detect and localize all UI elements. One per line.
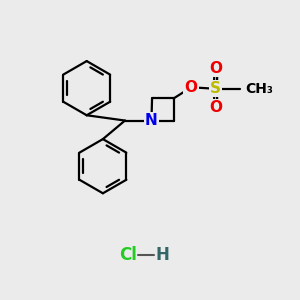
Text: O: O: [209, 100, 223, 116]
Text: O: O: [185, 80, 198, 95]
Text: S: S: [210, 81, 221, 96]
Text: CH₃: CH₃: [245, 82, 273, 96]
Text: Cl: Cl: [119, 245, 137, 263]
Text: O: O: [209, 61, 223, 76]
Text: N: N: [145, 113, 158, 128]
Text: H: H: [156, 245, 170, 263]
